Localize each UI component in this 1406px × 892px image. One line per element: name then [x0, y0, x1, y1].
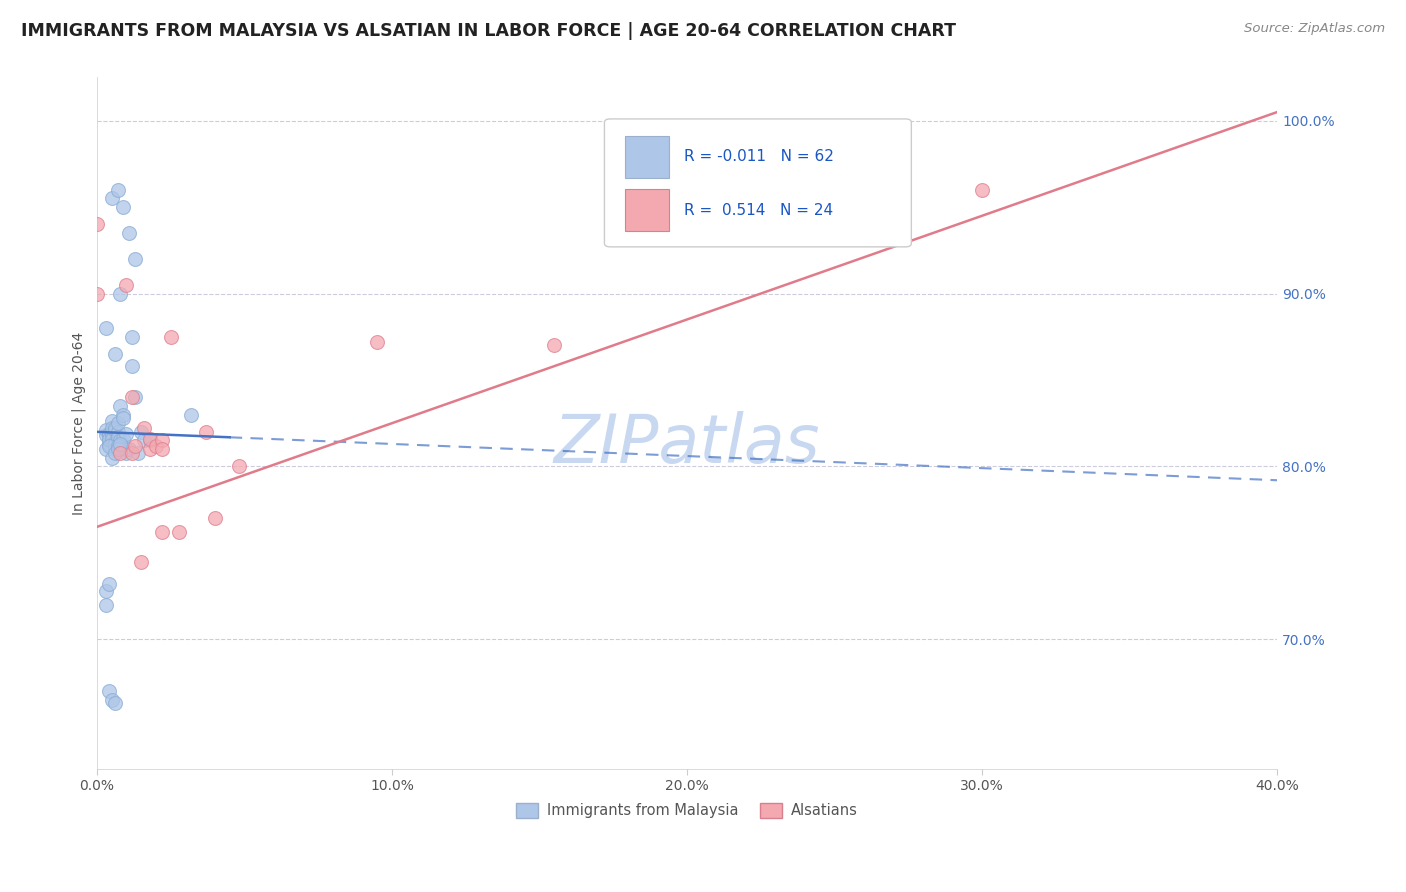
Point	[97, 428, 120, 442]
Point	[115, 445, 138, 459]
Point	[139, 432, 162, 446]
Point	[100, 432, 122, 446]
Point	[150, 434, 173, 448]
Point	[112, 411, 135, 425]
Point	[139, 442, 162, 457]
Point	[97, 684, 120, 698]
Text: ZIPatlas: ZIPatlas	[554, 411, 820, 477]
Point	[129, 425, 152, 439]
Point	[118, 226, 141, 240]
Point	[107, 430, 129, 444]
Point	[107, 416, 129, 430]
FancyBboxPatch shape	[605, 119, 911, 247]
Point	[121, 359, 143, 373]
Point	[107, 425, 129, 439]
Point	[124, 252, 146, 266]
Point	[150, 442, 173, 457]
Point	[112, 408, 135, 422]
Point	[180, 408, 202, 422]
Point	[103, 435, 125, 450]
FancyBboxPatch shape	[624, 189, 669, 231]
Point	[543, 338, 565, 352]
Point	[139, 434, 162, 448]
Point	[97, 577, 120, 591]
Point	[110, 445, 132, 459]
Point	[107, 439, 129, 453]
FancyBboxPatch shape	[624, 136, 669, 178]
Point	[103, 442, 125, 457]
Legend: Immigrants from Malaysia, Alsatians: Immigrants from Malaysia, Alsatians	[510, 797, 863, 824]
Text: IMMIGRANTS FROM MALAYSIA VS ALSATIAN IN LABOR FORCE | AGE 20-64 CORRELATION CHAR: IMMIGRANTS FROM MALAYSIA VS ALSATIAN IN …	[21, 22, 956, 40]
Point	[112, 200, 135, 214]
Point	[103, 423, 125, 437]
Point	[159, 330, 181, 344]
Point	[124, 439, 146, 453]
Point	[204, 511, 226, 525]
Point	[150, 525, 173, 540]
Point	[86, 286, 108, 301]
Point	[132, 421, 155, 435]
Point	[110, 441, 132, 455]
Point	[94, 321, 117, 335]
Point	[115, 442, 138, 457]
Point	[103, 696, 125, 710]
Point	[103, 347, 125, 361]
Text: R =  0.514   N = 24: R = 0.514 N = 24	[683, 202, 832, 218]
Text: Source: ZipAtlas.com: Source: ZipAtlas.com	[1244, 22, 1385, 36]
Point	[118, 442, 141, 457]
Point	[107, 183, 129, 197]
Point	[129, 554, 152, 568]
Point	[110, 442, 132, 457]
Point	[228, 459, 250, 474]
Point	[97, 432, 120, 446]
Point	[121, 330, 143, 344]
Point	[97, 437, 120, 451]
Point	[127, 445, 149, 459]
Point	[107, 439, 129, 453]
Point	[100, 693, 122, 707]
Point	[100, 191, 122, 205]
Point	[107, 432, 129, 446]
Point	[110, 437, 132, 451]
Point	[100, 421, 122, 435]
Point	[195, 425, 218, 439]
Point	[115, 277, 138, 292]
Point	[86, 218, 108, 232]
Point	[100, 414, 122, 428]
Point	[103, 445, 125, 459]
Point	[132, 434, 155, 448]
Text: R = -0.011   N = 62: R = -0.011 N = 62	[683, 150, 834, 164]
Point	[103, 437, 125, 451]
Point	[972, 183, 994, 197]
Point	[124, 390, 146, 404]
Point	[100, 450, 122, 465]
Point	[121, 390, 143, 404]
Point	[97, 426, 120, 441]
Point	[112, 432, 135, 446]
Point	[145, 439, 167, 453]
Point	[100, 426, 122, 441]
Point	[97, 439, 120, 453]
Point	[110, 434, 132, 448]
Point	[366, 334, 388, 349]
Point	[749, 200, 772, 214]
Point	[103, 421, 125, 435]
Point	[94, 442, 117, 457]
Point	[107, 442, 129, 457]
Point	[110, 399, 132, 413]
Point	[121, 445, 143, 459]
Point	[97, 434, 120, 448]
Point	[100, 425, 122, 439]
Point	[94, 598, 117, 612]
Y-axis label: In Labor Force | Age 20-64: In Labor Force | Age 20-64	[72, 332, 86, 515]
Point	[94, 583, 117, 598]
Point	[115, 426, 138, 441]
Point	[169, 525, 191, 540]
Point	[94, 423, 117, 437]
Point	[94, 428, 117, 442]
Point	[110, 286, 132, 301]
